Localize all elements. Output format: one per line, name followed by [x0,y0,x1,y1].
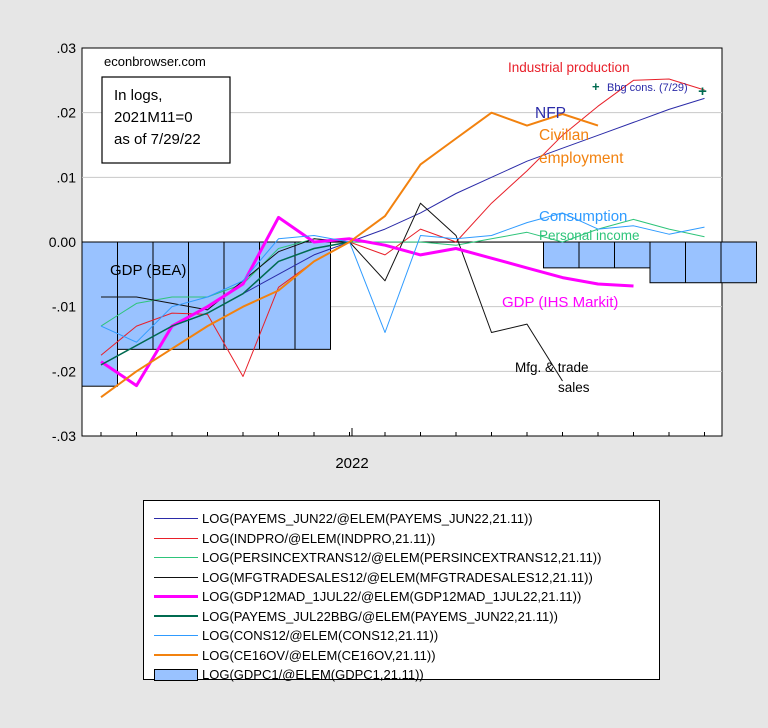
mfg-label-1: Mfg. & trade [515,360,589,375]
legend-row: LOG(MFGTRADESALES12/@ELEM(MFGTRADESALES1… [154,568,659,588]
legend-label: LOG(GDPC1/@ELEM(GDPC1,21.11)) [202,667,424,683]
legend-row: LOG(PAYEMS_JUN22/@ELEM(PAYEMS_JUN22,21.1… [154,509,659,529]
legend-label: LOG(INDPRO/@ELEM(INDPRO,21.11)) [202,530,436,546]
y-tick-label: 0.00 [49,234,76,250]
y-tick-label: .03 [57,40,77,56]
legend-swatch-mark [154,615,198,618]
x-axis-label: 2022 [335,455,368,472]
legend-row: LOG(INDPRO/@ELEM(INDPRO,21.11)) [154,529,659,549]
civilian-employment-line [100,111,599,399]
legend-label: LOG(CONS12/@ELEM(CONS12,21.11)) [202,628,439,644]
employment-label: employment [539,150,624,167]
info-box-line: In logs, [114,87,162,104]
consumption-line [100,212,705,343]
legend-label: LOG(PERSINCEXTRANS12/@ELEM(PERSINCEXTRAN… [202,550,602,566]
legend-swatch [154,514,198,524]
y-tick-label: -.01 [52,299,76,315]
bbg-marker: + [698,83,707,100]
legend-row: LOG(GDP12MAD_1JUL22/@ELEM(GDP12MAD_1JUL2… [154,587,659,607]
y-tick-label: .01 [57,169,77,185]
legend-row: LOG(GDPC1/@ELEM(GDPC1,21.11)) [154,665,659,685]
info-box-line: 2021M11=0 [114,109,193,126]
legend-label: LOG(PAYEMS_JUL22BBG/@ELEM(PAYEMS_JUN22,2… [202,608,558,624]
gdp-ihs-line [100,215,634,388]
legend-swatch [154,572,198,582]
legend-label: LOG(CE16OV/@ELEM(CE16OV,21.11)) [202,647,436,663]
legend-swatch [154,631,198,641]
personal-income-label: Personal income [539,228,640,243]
legend-label: LOG(MFGTRADESALES12/@ELEM(MFGTRADESALES1… [202,569,593,585]
gdp-bea-label: GDP (BEA) [110,262,186,279]
bbg-label: Bbg cons. (7/29) [607,82,688,94]
legend-row: LOG(CE16OV/@ELEM(CE16OV,21.11)) [154,646,659,666]
gdp-bar [543,241,651,269]
bbg-legend-marker: + [592,79,600,94]
y-tick-label: -.03 [52,428,76,444]
mfg-label-2: sales [558,380,590,395]
legend-swatch-mark [154,557,198,559]
legend: LOG(PAYEMS_JUN22/@ELEM(PAYEMS_JUN22,21.1… [143,500,660,682]
industrial-label: Industrial production [508,60,630,75]
legend-swatch [154,650,198,660]
source-label: econbrowser.com [104,54,206,69]
legend-swatch-mark [154,537,198,539]
y-tick-label: .02 [57,105,77,121]
nfp-label: NFP [535,105,566,122]
legend-swatch [154,611,198,621]
y-tick-label: -.02 [52,363,76,379]
legend-swatch [154,592,198,602]
legend-swatch-mark [154,595,198,599]
legend-row: LOG(PAYEMS_JUL22BBG/@ELEM(PAYEMS_JUN22,2… [154,607,659,627]
legend-swatch [154,553,198,563]
legend-swatch-mark [154,668,198,681]
info-box-line: as of 7/29/22 [114,131,201,148]
consumption-label: Consumption [539,208,627,225]
gdp-ihs-label: GDP (IHS Markit) [502,294,618,311]
chart-svg: .03 .02 .01 0.00 -.01 -.02 -.03 2022 + econbrowse… [49,40,757,472]
gdp-bar [81,241,118,387]
nfp-bbg-line [100,241,350,366]
legend-swatch-mark [154,654,198,657]
info-box [101,76,231,164]
legend-swatch [154,668,198,681]
legend-swatch-mark [154,518,198,520]
legend-swatch-mark [154,576,198,578]
gdp-bar [117,241,225,350]
legend-row: LOG(CONS12/@ELEM(CONS12,21.11)) [154,626,659,646]
legend-row: LOG(PERSINCEXTRANS12/@ELEM(PERSINCEXTRAN… [154,548,659,568]
legend-swatch [154,533,198,543]
gdp-bar [649,241,757,284]
legend-swatch-mark [154,635,198,637]
legend-label: LOG(PAYEMS_JUN22/@ELEM(PAYEMS_JUN22,21.1… [202,511,533,527]
legend-label: LOG(GDP12MAD_1JUL22/@ELEM(GDP12MAD_1JUL2… [202,589,582,605]
civilian-label: Civilian [539,127,589,144]
gdp-bar [223,241,331,350]
